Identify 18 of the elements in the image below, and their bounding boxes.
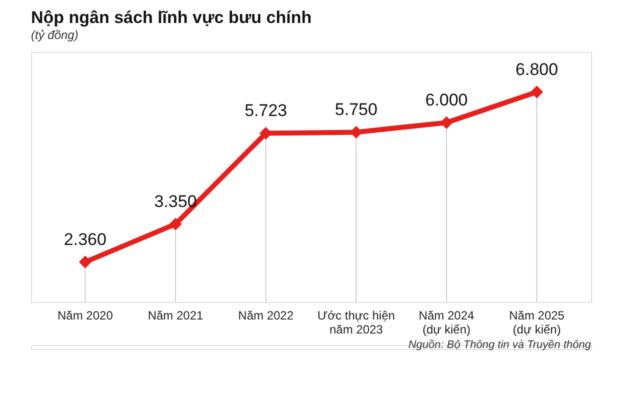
point — [169, 218, 182, 230]
chart-title: Nộp ngân sách lĩnh vực bưu chính — [31, 8, 312, 27]
x-tick-label: Năm 2025 (dự kiến) — [509, 308, 565, 336]
x-tick-label: Năm 2020 — [58, 308, 114, 322]
data-label: 5.723 — [244, 101, 288, 120]
chart-subtitle: (tỷ đồng) — [31, 28, 78, 42]
data-label: 2.360 — [64, 230, 106, 249]
point — [78, 256, 92, 268]
data-label: 6.000 — [425, 90, 468, 110]
point — [530, 86, 544, 98]
data-label: 5.750 — [334, 100, 378, 120]
data-label: 3.350 — [154, 192, 197, 212]
x-tick-label: Năm 2022 — [238, 308, 294, 322]
x-tick-label: Năm 2021 — [148, 308, 204, 322]
text: Nguồn: Bộ Thông tin và Truyền thông — [408, 339, 592, 351]
data-label: 6.800 — [516, 60, 558, 79]
x-tick-label: Năm 2024 (dự kiến) — [418, 308, 474, 336]
x-tick-label: Ước thực hiện năm 2023 — [317, 308, 395, 336]
